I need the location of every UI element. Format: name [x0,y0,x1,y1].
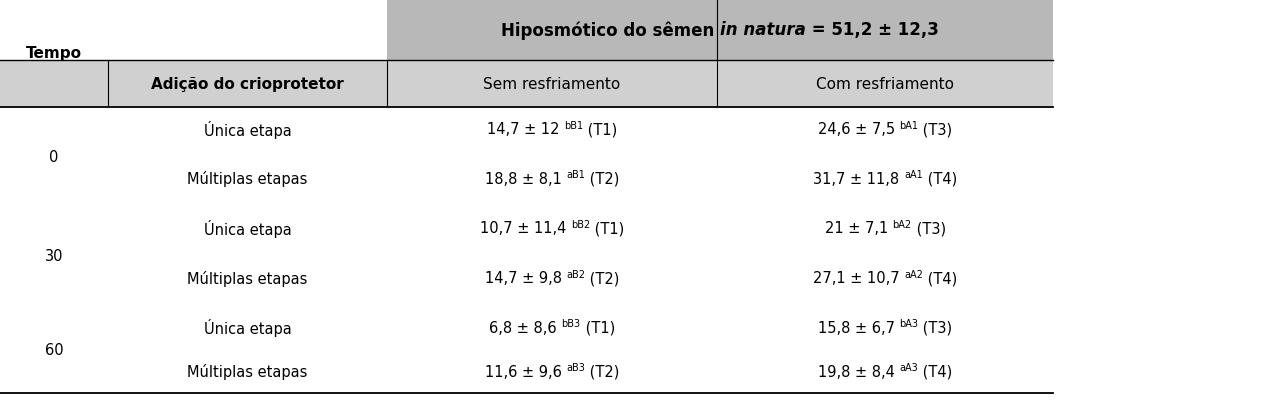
Text: 0: 0 [49,150,58,164]
Text: Múltiplas etapas: Múltiplas etapas [188,363,307,379]
Text: Única etapa: Única etapa [203,220,292,237]
Text: aB3: aB3 [566,362,585,372]
Text: aB2: aB2 [566,269,585,279]
Text: 24,6 ± 7,5: 24,6 ± 7,5 [817,122,900,137]
Text: (T2): (T2) [585,171,619,187]
Text: aA1: aA1 [904,170,923,180]
Text: 10,7 ± 11,4: 10,7 ± 11,4 [480,221,571,236]
Text: 14,7 ± 12: 14,7 ± 12 [487,122,563,137]
Text: Adição do crioprotetor: Adição do crioprotetor [151,76,344,92]
Text: bA3: bA3 [900,319,919,328]
Text: bA1: bA1 [900,121,919,130]
Text: bB2: bB2 [571,220,590,229]
Text: aA3: aA3 [900,362,919,372]
Text: in natura: in natura [721,21,806,39]
Text: aA2: aA2 [905,269,923,279]
Text: Sem resfriamento: Sem resfriamento [483,76,621,92]
Text: 30: 30 [44,249,63,263]
Text: 31,7 ± 11,8: 31,7 ± 11,8 [813,171,904,187]
Text: 19,8 ± 8,4: 19,8 ± 8,4 [819,364,900,379]
Text: 15,8 ± 6,7: 15,8 ± 6,7 [817,320,900,335]
Text: (T3): (T3) [919,122,953,137]
Text: 11,6 ± 9,6: 11,6 ± 9,6 [485,364,566,379]
Text: Única etapa: Única etapa [203,121,292,138]
Text: (T1): (T1) [582,122,617,137]
Text: 27,1 ± 10,7: 27,1 ± 10,7 [813,270,905,285]
Text: 18,8 ± 8,1: 18,8 ± 8,1 [485,171,566,187]
Text: (T1): (T1) [590,221,624,236]
Text: (T4): (T4) [919,364,952,379]
Bar [387,0,1053,61]
Bar [0,61,1053,108]
Text: = 51,2 ± 12,3: = 51,2 ± 12,3 [806,21,939,39]
Text: 21 ± 7,1: 21 ± 7,1 [825,221,892,236]
Text: Tempo: Tempo [25,46,82,61]
Text: bA2: bA2 [892,220,911,229]
Text: (T2): (T2) [585,364,619,379]
Text: bB3: bB3 [561,319,581,328]
Text: Única etapa: Única etapa [203,319,292,336]
Text: (T3): (T3) [911,221,945,236]
Text: (T2): (T2) [585,270,619,285]
Text: (T3): (T3) [919,320,953,335]
Text: (T4): (T4) [923,171,957,187]
Text: Múltiplas etapas: Múltiplas etapas [188,270,307,286]
Text: Com resfriamento: Com resfriamento [816,76,954,92]
Text: Múltiplas etapas: Múltiplas etapas [188,171,307,187]
Text: aB1: aB1 [566,170,585,180]
Text: bB1: bB1 [563,121,582,130]
Text: (T1): (T1) [581,320,614,335]
Text: 14,7 ± 9,8: 14,7 ± 9,8 [485,270,566,285]
Text: Hiposmótico do sêmen: Hiposmótico do sêmen [501,21,721,40]
Text: 6,8 ± 8,6: 6,8 ± 8,6 [490,320,561,335]
Text: (T4): (T4) [923,270,957,285]
Text: 60: 60 [44,342,63,357]
